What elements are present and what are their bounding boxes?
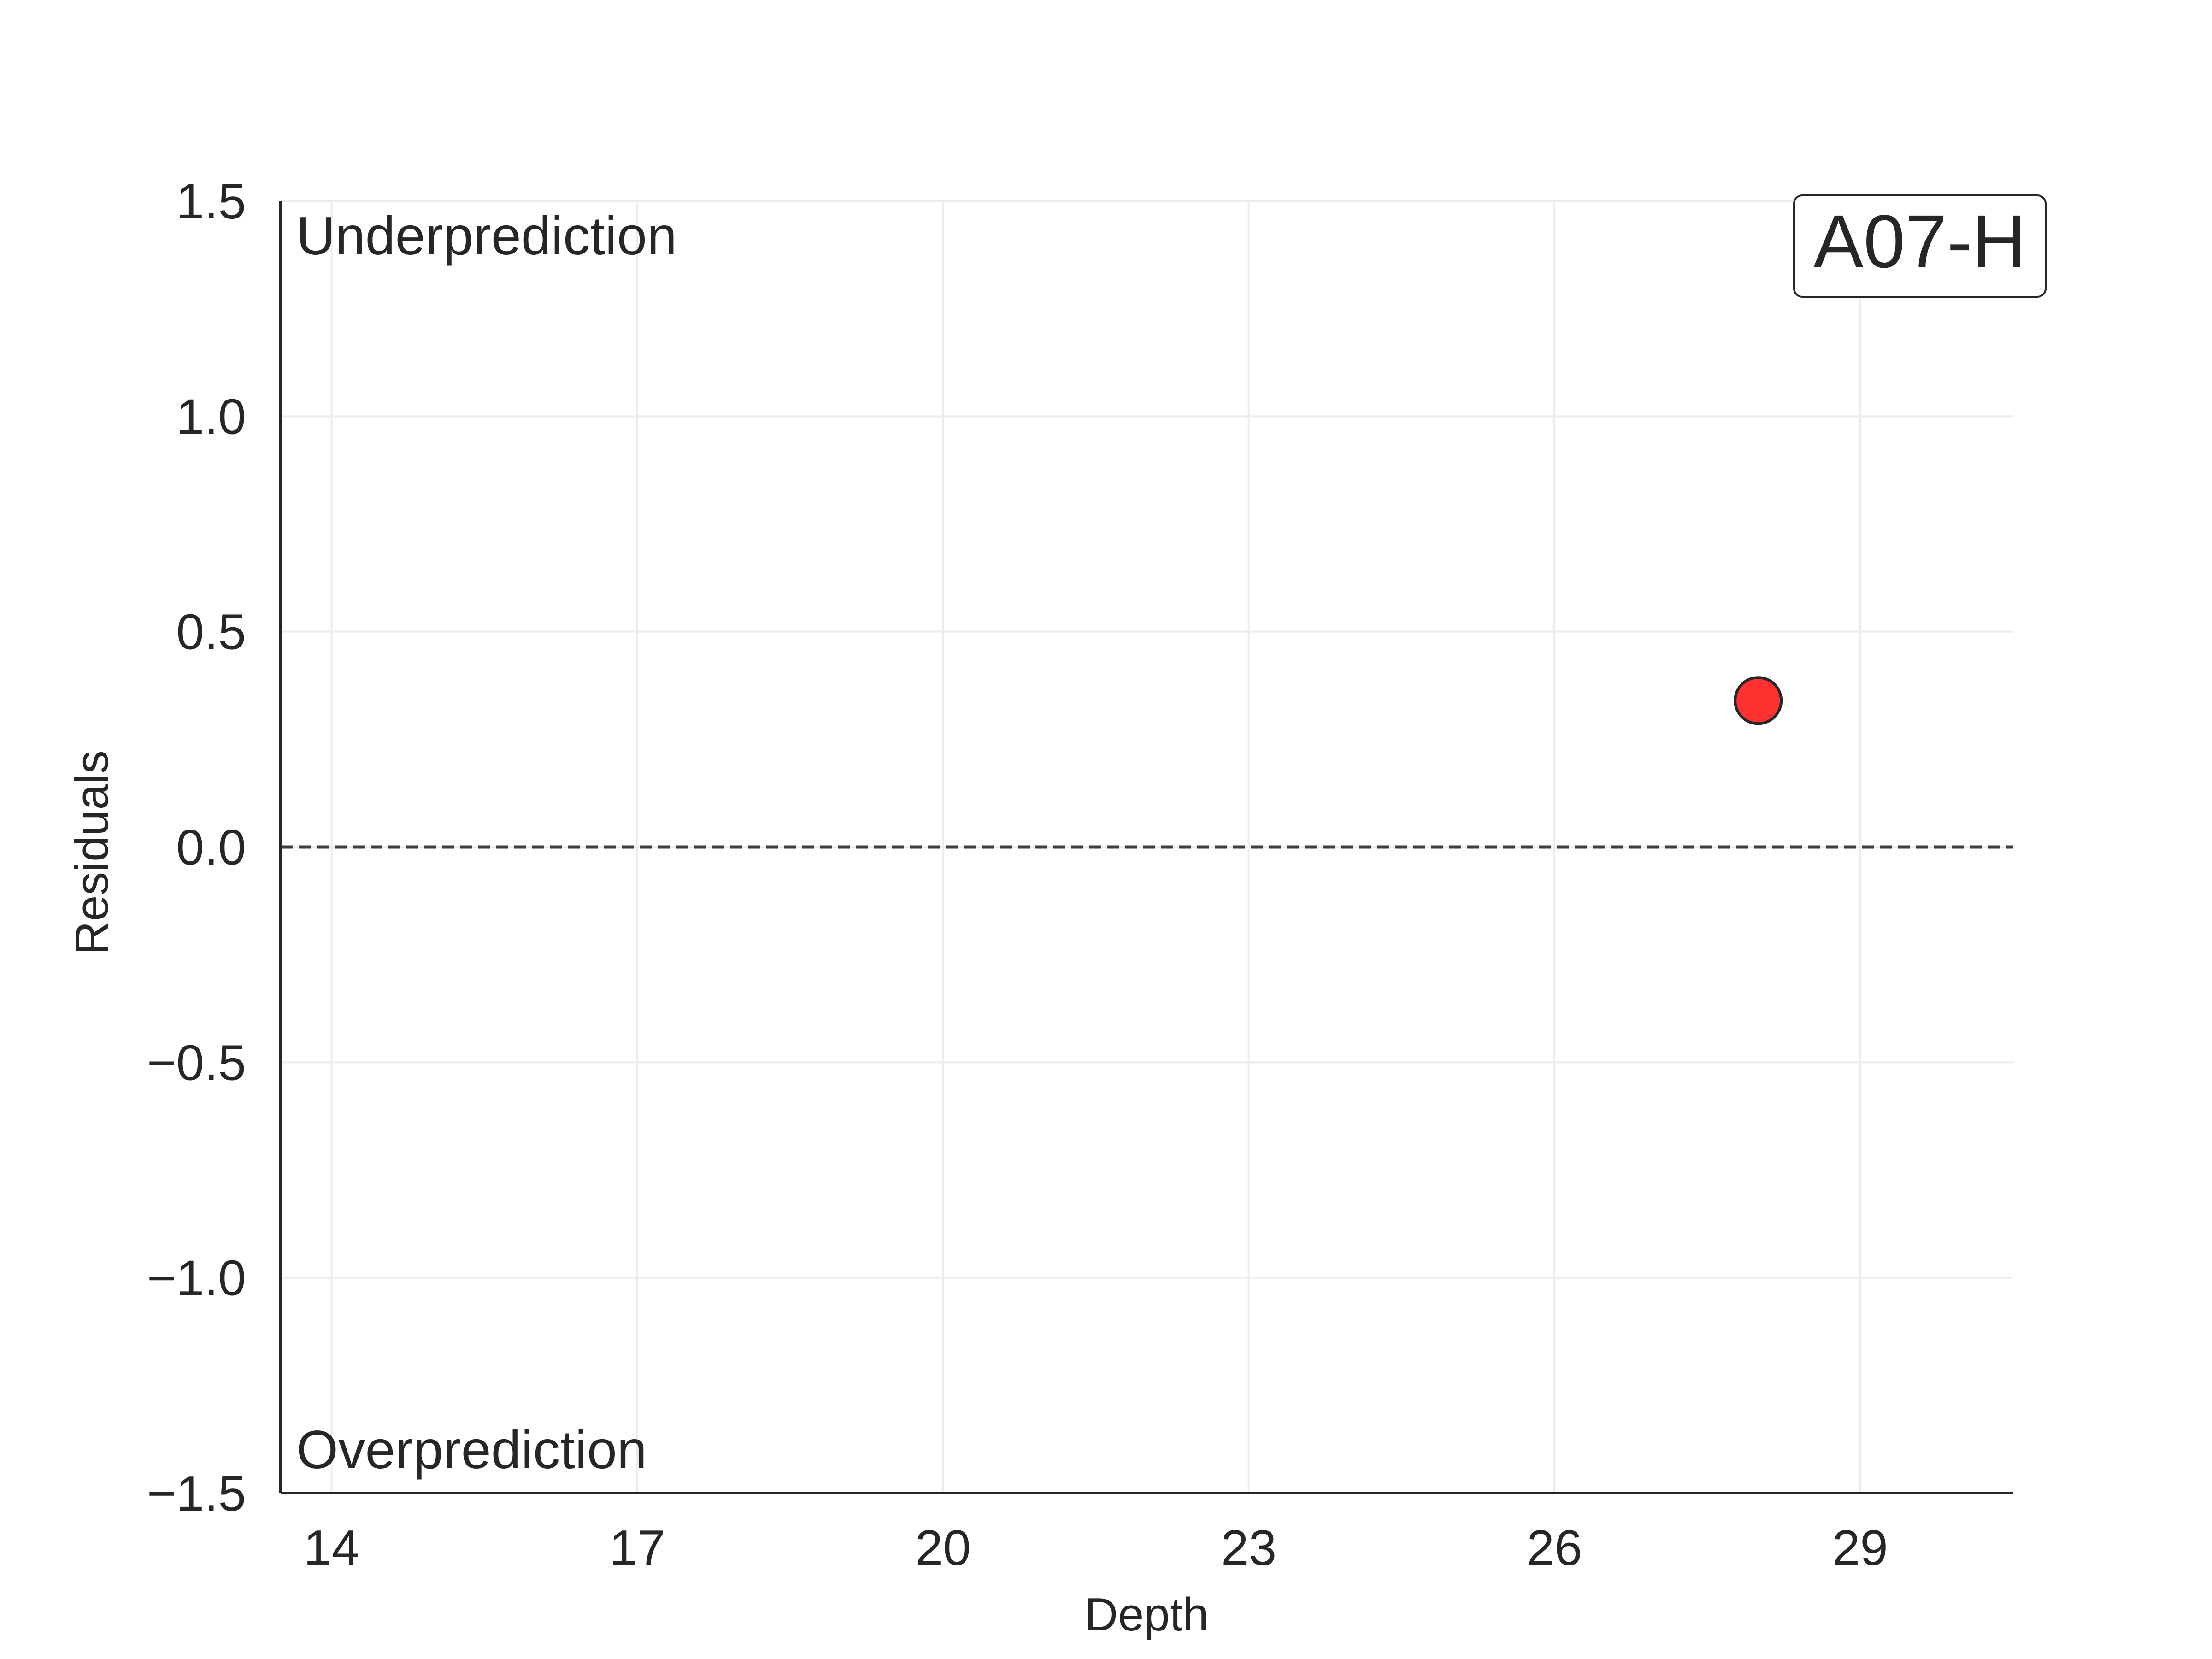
badge-box [1793,194,2047,298]
badge-label: A07-H [1813,199,2026,283]
y-tick-label: 0.0 [176,819,246,876]
x-tick-label: 17 [609,1520,665,1576]
data-point [1734,676,1783,725]
x-tick-labels: 14 17 20 23 26 29 [304,1520,1888,1576]
x-tick-label: 23 [1221,1520,1277,1576]
y-tick-label: −0.5 [147,1035,246,1091]
y-axis-label: Residuals [66,750,118,955]
y-tick-label: 1.0 [176,388,246,445]
x-tick-label: 20 [915,1520,971,1576]
y-tick-label: 1.5 [176,173,246,229]
overprediction-label: Overprediction [296,1419,647,1480]
y-tick-label: −1.5 [147,1465,246,1522]
axes [279,201,2013,1494]
x-tick-label: 29 [1832,1520,1888,1576]
data-points [1734,676,1783,725]
y-tick-labels: −1.5 −1.0 −0.5 0.0 0.5 1.0 1.5 [147,173,246,1522]
y-tick-label: 0.5 [176,604,246,660]
x-tick-label: 26 [1526,1520,1582,1576]
underprediction-label: Underprediction [296,206,677,266]
y-tick-label: −1.0 [147,1250,246,1306]
x-axis-label: Depth [1084,1589,1209,1641]
x-tick-label: 14 [304,1520,359,1576]
